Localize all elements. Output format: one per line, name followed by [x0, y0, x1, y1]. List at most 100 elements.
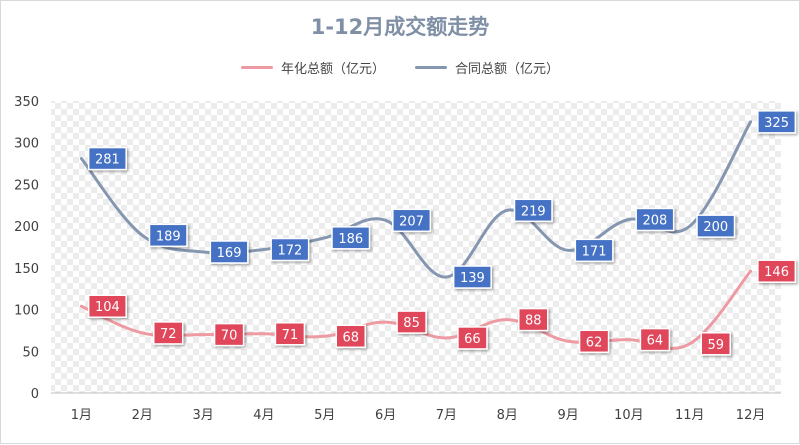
- data-label-value: 104: [95, 300, 120, 315]
- data-label-value: 66: [464, 332, 481, 347]
- data-label: 85: [396, 310, 427, 334]
- data-label-box: [578, 329, 610, 354]
- data-label-box: [639, 327, 671, 352]
- data-label-box: [452, 265, 492, 289]
- data-label: 62: [578, 329, 610, 354]
- data-label: 169: [209, 240, 249, 264]
- y-tick-label: 300: [14, 137, 39, 152]
- chart-legend: 年化总额（亿元） 合同总额（亿元）: [1, 58, 799, 77]
- y-tick-label: 100: [14, 304, 39, 319]
- legend-label-contract: 合同总额（亿元）: [455, 62, 560, 77]
- data-label: 219: [513, 198, 553, 223]
- data-label-value: 207: [399, 214, 424, 229]
- data-label-value: 208: [643, 213, 668, 228]
- data-label-box: [518, 307, 549, 332]
- y-tick-label: 150: [14, 262, 39, 277]
- data-label-box: [757, 259, 797, 283]
- data-label-box: [757, 110, 797, 134]
- data-label-box: [209, 240, 249, 264]
- chart-title: 1-12月成交额走势: [310, 15, 490, 39]
- data-label-box: [396, 310, 427, 334]
- data-label-box: [148, 223, 188, 248]
- data-label-value: 88: [525, 314, 542, 329]
- data-label: 68: [335, 324, 366, 349]
- x-tick-label: 6月: [375, 408, 396, 423]
- data-label: 200: [696, 214, 736, 238]
- x-tick-label: 5月: [314, 408, 335, 423]
- data-label-value: 281: [95, 153, 120, 168]
- data-label: 139: [452, 265, 492, 289]
- data-label: 207: [392, 208, 432, 233]
- legend-line-annualized: [240, 66, 273, 69]
- x-tick-label: 2月: [132, 408, 153, 423]
- data-label: 208: [635, 207, 675, 232]
- x-tick-label: 8月: [497, 408, 518, 423]
- data-label-value: 85: [403, 316, 420, 331]
- data-label-box: [213, 322, 245, 347]
- data-label-value: 171: [582, 244, 607, 259]
- data-label: 70: [213, 322, 245, 347]
- data-label-box: [635, 207, 675, 232]
- data-label-box: [87, 294, 127, 318]
- data-label: 281: [87, 146, 127, 171]
- data-label-value: 62: [586, 335, 603, 350]
- x-tick-label: 1月: [71, 408, 92, 423]
- data-label: 172: [270, 237, 310, 262]
- data-label-value: 186: [338, 232, 363, 247]
- y-tick-label: 200: [14, 220, 39, 235]
- legend-line-contract: [415, 66, 447, 69]
- x-tick-label: 12月: [736, 408, 766, 423]
- data-label-box: [335, 324, 366, 349]
- y-tick-label: 350: [14, 95, 39, 110]
- x-tick-label: 9月: [557, 408, 578, 423]
- x-tick-label: 3月: [192, 408, 213, 423]
- data-label: 64: [639, 327, 671, 352]
- x-tick-label: 7月: [436, 408, 457, 423]
- data-label-value: 139: [460, 271, 485, 286]
- data-label: 59: [700, 332, 731, 356]
- data-label: 66: [457, 326, 488, 350]
- data-label: 72: [153, 321, 184, 345]
- data-label-value: 146: [764, 265, 789, 280]
- legend-item-contract: 合同总额（亿元）: [415, 58, 559, 77]
- data-label-value: 70: [221, 329, 238, 344]
- data-label-box: [153, 321, 184, 345]
- data-label-value: 71: [282, 328, 299, 343]
- data-label: 104: [87, 294, 127, 318]
- data-label-box: [700, 332, 731, 356]
- data-label: 71: [274, 322, 306, 346]
- data-label-value: 219: [521, 204, 546, 219]
- data-label: 325: [757, 110, 797, 134]
- data-label-value: 189: [156, 229, 181, 244]
- data-label-box: [270, 237, 310, 262]
- x-tick-label: 4月: [253, 408, 274, 423]
- data-label-box: [696, 214, 736, 238]
- y-tick-label: 250: [14, 178, 39, 193]
- data-label-value: 68: [342, 330, 359, 345]
- data-label-value: 64: [647, 334, 664, 349]
- data-label-value: 72: [160, 327, 177, 342]
- data-label-box: [513, 198, 553, 223]
- data-label: 189: [148, 223, 188, 248]
- data-label-box: [331, 226, 371, 250]
- data-label-value: 172: [278, 244, 303, 259]
- data-label-box: [87, 146, 127, 171]
- data-label-box: [274, 322, 306, 346]
- data-label-box: [574, 238, 614, 263]
- legend-item-annualized: 年化总额（亿元）: [240, 58, 385, 77]
- data-label-value: 59: [707, 338, 724, 353]
- data-label: 88: [518, 307, 549, 332]
- data-label-value: 169: [217, 246, 242, 261]
- x-tick-label: 10月: [614, 408, 644, 423]
- y-tick-label: 50: [22, 345, 39, 360]
- data-label: 186: [331, 226, 371, 250]
- legend-label-annualized: 年化总额（亿元）: [280, 62, 385, 77]
- data-label-box: [392, 208, 432, 233]
- y-tick-label: 0: [31, 387, 39, 402]
- data-label-value: 200: [703, 220, 728, 235]
- data-label-value: 325: [764, 116, 789, 131]
- data-label: 146: [757, 259, 797, 283]
- data-label: 171: [574, 238, 614, 263]
